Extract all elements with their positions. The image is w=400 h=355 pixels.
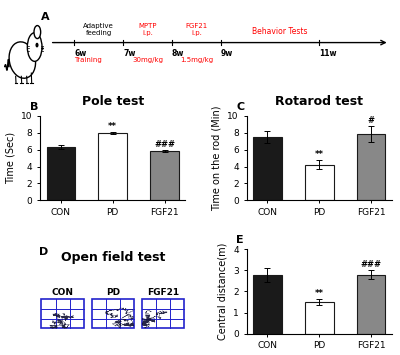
Text: E: E bbox=[236, 235, 244, 245]
Bar bbox=[305, 302, 334, 334]
Text: C: C bbox=[236, 102, 244, 111]
Bar bbox=[253, 275, 282, 334]
Bar bbox=[92, 299, 134, 328]
Text: PD: PD bbox=[106, 288, 120, 297]
Title: Pole test: Pole test bbox=[82, 95, 144, 108]
Bar bbox=[357, 134, 385, 200]
Title: Rotarod test: Rotarod test bbox=[275, 95, 363, 108]
Text: 11w: 11w bbox=[319, 49, 336, 58]
Bar bbox=[47, 147, 75, 200]
Bar bbox=[253, 137, 282, 200]
Circle shape bbox=[34, 26, 41, 39]
Bar bbox=[142, 299, 184, 328]
Bar bbox=[150, 151, 179, 200]
Text: FGF21: FGF21 bbox=[147, 288, 179, 297]
Text: Training: Training bbox=[74, 57, 102, 63]
Text: ###: ### bbox=[154, 140, 175, 149]
Text: ###: ### bbox=[361, 260, 382, 269]
Text: 6w: 6w bbox=[74, 49, 86, 58]
Text: 8w: 8w bbox=[172, 49, 184, 58]
Circle shape bbox=[36, 43, 38, 47]
Text: Open field test: Open field test bbox=[60, 251, 165, 264]
Text: 30mg/kg: 30mg/kg bbox=[132, 57, 163, 63]
Text: #: # bbox=[368, 116, 375, 125]
Text: **: ** bbox=[108, 122, 117, 131]
Text: **: ** bbox=[315, 289, 324, 297]
Text: D: D bbox=[38, 247, 48, 257]
Text: Adaptive
feeding: Adaptive feeding bbox=[83, 23, 114, 36]
Text: 9w: 9w bbox=[221, 49, 233, 58]
Bar bbox=[357, 274, 385, 334]
Bar bbox=[305, 165, 334, 200]
Text: 7w: 7w bbox=[123, 49, 136, 58]
Text: **: ** bbox=[315, 150, 324, 159]
Text: MPTP
i.p.: MPTP i.p. bbox=[138, 23, 157, 36]
Y-axis label: Time (Sec): Time (Sec) bbox=[5, 132, 15, 184]
Bar bbox=[98, 133, 127, 200]
Circle shape bbox=[27, 33, 42, 61]
Y-axis label: Time on the rod (Min): Time on the rod (Min) bbox=[212, 105, 222, 211]
Text: FGF21
i.p.: FGF21 i.p. bbox=[185, 23, 208, 36]
Text: A: A bbox=[41, 12, 50, 22]
Text: Behavior Tests: Behavior Tests bbox=[252, 27, 307, 36]
Ellipse shape bbox=[9, 42, 36, 78]
Bar bbox=[42, 299, 84, 328]
Text: CON: CON bbox=[52, 288, 74, 297]
Y-axis label: Central distance(m): Central distance(m) bbox=[218, 243, 228, 340]
Text: 1.5mg/kg: 1.5mg/kg bbox=[180, 57, 213, 63]
Text: B: B bbox=[30, 102, 38, 111]
